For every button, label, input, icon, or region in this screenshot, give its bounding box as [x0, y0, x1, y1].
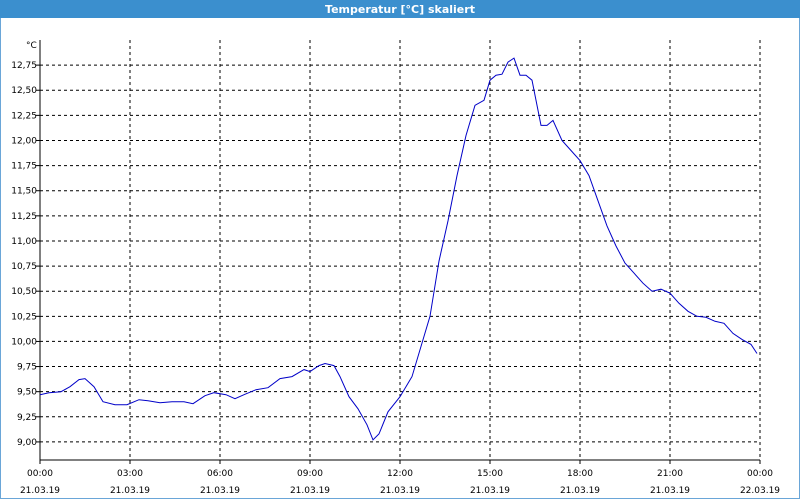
x-tick-time-label: 09:00 — [297, 469, 323, 479]
y-tick-label: 11,75 — [11, 162, 37, 172]
x-tick-time-label: 21:00 — [657, 469, 683, 479]
x-tick-time-label: 15:00 — [477, 469, 503, 479]
x-tick-time-label: 18:00 — [567, 469, 593, 479]
x-tick-date-label: 21.03.19 — [20, 486, 60, 496]
y-tick-label: 12,00 — [11, 136, 37, 146]
y-tick-label: 10,00 — [11, 337, 37, 347]
y-tick-label: 10,75 — [11, 262, 37, 272]
y-axis-unit-label: °C — [26, 41, 37, 51]
x-tick-time-label: 06:00 — [207, 469, 233, 479]
x-tick-date-label: 21.03.19 — [380, 486, 420, 496]
x-tick-date-label: 21.03.19 — [200, 486, 240, 496]
x-tick-date-label: 22.03.19 — [740, 486, 780, 496]
x-tick-date-label: 21.03.19 — [560, 486, 600, 496]
x-tick-date-label: 21.03.19 — [290, 486, 330, 496]
y-tick-label: 11,50 — [11, 187, 37, 197]
x-tick-date-label: 21.03.19 — [470, 486, 510, 496]
x-tick-date-label: 21.03.19 — [110, 486, 150, 496]
x-tick-time-label: 03:00 — [117, 469, 143, 479]
y-tick-label: 12,25 — [11, 111, 37, 121]
y-tick-label: 9,50 — [17, 388, 37, 398]
y-tick-label: 10,50 — [11, 287, 37, 297]
y-tick-label: 11,00 — [11, 237, 37, 247]
chart-title: Temperatur [°C] skaliert — [0, 0, 800, 18]
x-tick-date-label: 21.03.19 — [650, 486, 690, 496]
y-tick-label: 12,75 — [11, 61, 37, 71]
y-tick-label: 9,75 — [17, 363, 37, 373]
y-tick-label: 10,25 — [11, 312, 37, 322]
y-tick-label: 12,50 — [11, 86, 37, 96]
x-tick-time-label: 12:00 — [387, 469, 413, 479]
y-tick-label: 9,25 — [17, 413, 37, 423]
y-tick-label: 11,25 — [11, 212, 37, 222]
y-tick-label: 9,00 — [17, 438, 37, 448]
x-tick-time-label: 00:00 — [27, 469, 53, 479]
temperature-series-line — [39, 57, 758, 441]
x-tick-time-label: 00:00 — [747, 469, 773, 479]
